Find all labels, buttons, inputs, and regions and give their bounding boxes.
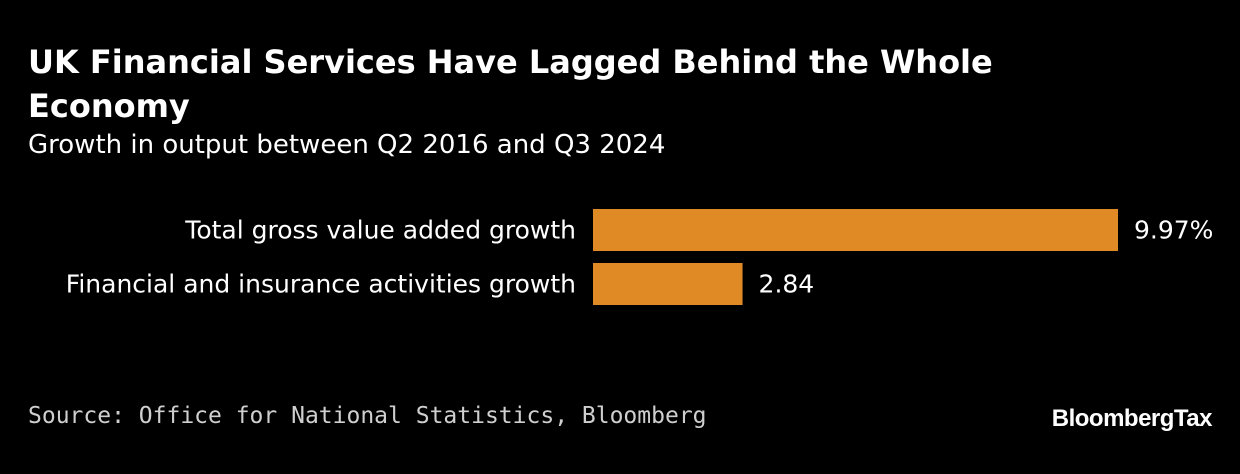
bar	[593, 263, 743, 305]
category-label: Financial and insurance activities growt…	[66, 270, 576, 299]
value-label: 2.84	[759, 270, 815, 299]
category-label: Total gross value added growth	[184, 216, 576, 245]
value-label: 9.97%	[1134, 216, 1213, 245]
source-note: Source: Office for National Statistics, …	[28, 403, 707, 429]
chart-title: UK Financial Services Have Lagged Behind…	[28, 43, 993, 125]
bar	[593, 209, 1118, 251]
bar-chart: Total gross value added growth 9.97% Finan…	[66, 209, 1213, 305]
chart-subtitle: Growth in output between Q2 2016 and Q3 …	[28, 130, 666, 160]
bloomberg-tax-logo: BloombergTax	[1051, 405, 1213, 432]
